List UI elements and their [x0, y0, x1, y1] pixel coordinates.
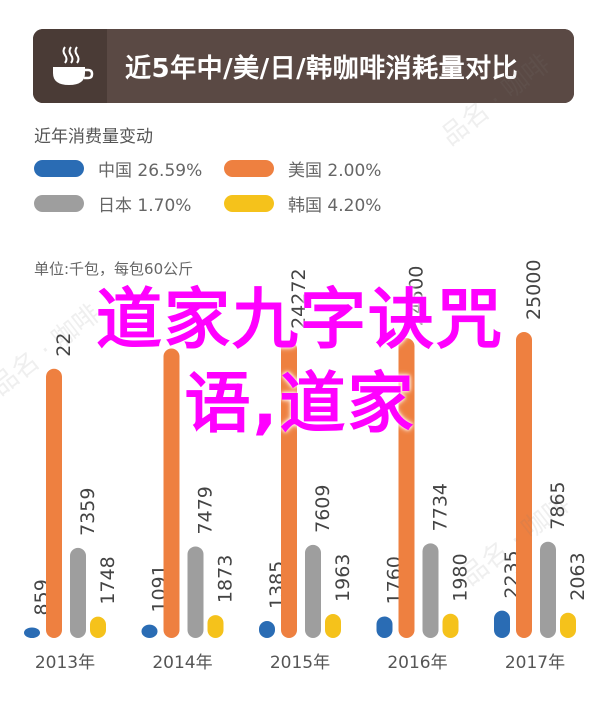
data-label: 22 [53, 333, 75, 357]
bar-韩国 [442, 613, 459, 638]
bar-美国 [398, 338, 415, 638]
legend-swatch [34, 160, 84, 177]
x-tick-label: 2014年 [152, 653, 212, 673]
legend-swatch [224, 160, 274, 177]
legend-label: 日本 1.70% [98, 196, 192, 216]
bar-中国 [376, 616, 393, 638]
unit-label: 单位:千包，每包60公斤 [34, 260, 194, 278]
bar-日本 [305, 544, 321, 638]
bar-中国 [494, 610, 510, 638]
data-label: 7734 [430, 483, 452, 531]
legend-swatch [224, 195, 274, 212]
bar-韩国 [90, 616, 106, 638]
bar-韩国 [325, 613, 341, 638]
data-label: 25000 [523, 260, 545, 320]
data-label: 7479 [195, 486, 217, 534]
data-label: 7865 [547, 481, 569, 529]
overlay-line-1: 道家九字诀咒 [96, 281, 504, 358]
overlay-line-2: 语,道家 [184, 365, 416, 442]
overlay-text: 道家九字诀咒 语,道家 [0, 278, 600, 446]
legend-label: 美国 2.00% [288, 161, 382, 181]
data-label: 2063 [567, 552, 589, 600]
data-label: 1748 [97, 556, 119, 604]
bar-中国 [24, 627, 40, 638]
bar-韩国 [207, 615, 224, 638]
chart-title: 近5年中/美/日/韩咖啡消耗量对比 [125, 53, 519, 84]
bar-中国 [141, 624, 158, 638]
legend-swatch [34, 195, 84, 212]
data-label: 24500 [406, 266, 428, 326]
chart-header: 近5年中/美/日/韩咖啡消耗量对比 [33, 29, 574, 103]
header-icon-box [33, 29, 107, 103]
data-label: 24272 [288, 268, 310, 328]
bar-美国 [163, 348, 180, 638]
bar-中国 [259, 621, 275, 638]
legend-item: 中国 26.59% [34, 156, 224, 181]
bar-美国 [281, 340, 297, 638]
data-label: 7609 [312, 485, 334, 533]
data-label: 1963 [332, 554, 354, 602]
data-label: 1980 [450, 553, 472, 601]
x-tick-label: 2013年 [35, 653, 95, 673]
chart-subtitle: 近年消费量变动 [34, 127, 153, 147]
bar-韩国 [560, 612, 576, 638]
bar-日本 [540, 541, 556, 638]
bar-日本 [70, 547, 86, 638]
x-tick-label: 2015年 [270, 653, 330, 673]
legend-item: 韩国 4.20% [224, 191, 424, 216]
x-tick-label: 2017年 [505, 653, 565, 673]
data-label: 7359 [77, 488, 99, 536]
x-tick-label: 2016年 [387, 653, 447, 673]
legend: 中国 26.59% 美国 2.00% 日本 1.70% 韩国 4.20% [34, 156, 454, 216]
header-title-box: 近5年中/美/日/韩咖啡消耗量对比 [107, 29, 574, 103]
legend-item: 日本 1.70% [34, 191, 224, 216]
legend-label: 韩国 4.20% [288, 196, 382, 216]
bar-美国 [516, 332, 532, 638]
bar-日本 [422, 543, 439, 638]
legend-item: 美国 2.00% [224, 156, 424, 181]
bar-日本 [187, 546, 204, 638]
legend-label: 中国 26.59% [98, 161, 203, 181]
data-label: 1873 [215, 555, 237, 603]
coffee-cup-icon [53, 46, 94, 85]
bar-美国 [46, 368, 62, 638]
